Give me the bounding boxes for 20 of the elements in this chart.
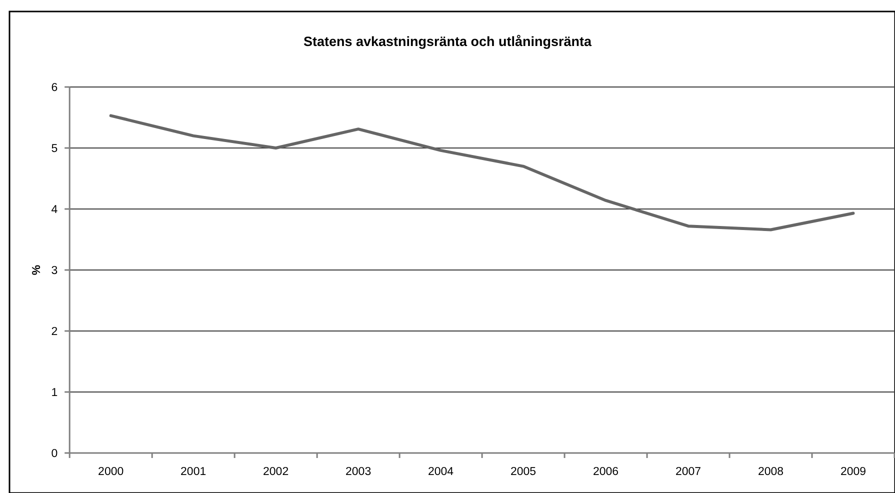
x-tick-label: 2001: [180, 466, 206, 478]
x-tick-label: 2003: [346, 466, 372, 478]
y-tick-label: 5: [51, 143, 58, 156]
y-tick-label: 1: [51, 387, 58, 400]
y-axis-title: %: [31, 264, 43, 276]
x-tick-label: 2000: [98, 466, 124, 478]
x-tick-label: 2007: [675, 466, 702, 478]
x-tick-label: 2004: [428, 466, 454, 478]
y-tick-label: 6: [51, 82, 58, 94]
line-series: [109, 114, 855, 232]
x-tick-label: 2006: [592, 466, 619, 478]
y-tick-label: 3: [51, 265, 58, 278]
x-tick-label: 2008: [758, 466, 784, 478]
y-tick-label: 4: [51, 204, 58, 216]
x-tick-label: 2005: [510, 466, 536, 478]
x-tick-label: 2002: [263, 466, 289, 478]
y-tick-label: 0: [51, 448, 58, 460]
chart-title: Statens avkastningsränta och utlåningsränta: [303, 34, 592, 49]
x-tick-label: 2009: [840, 466, 866, 478]
y-tick-label: 2: [51, 326, 58, 338]
